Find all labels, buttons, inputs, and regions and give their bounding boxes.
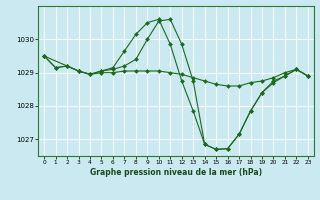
X-axis label: Graphe pression niveau de la mer (hPa): Graphe pression niveau de la mer (hPa) bbox=[90, 168, 262, 177]
